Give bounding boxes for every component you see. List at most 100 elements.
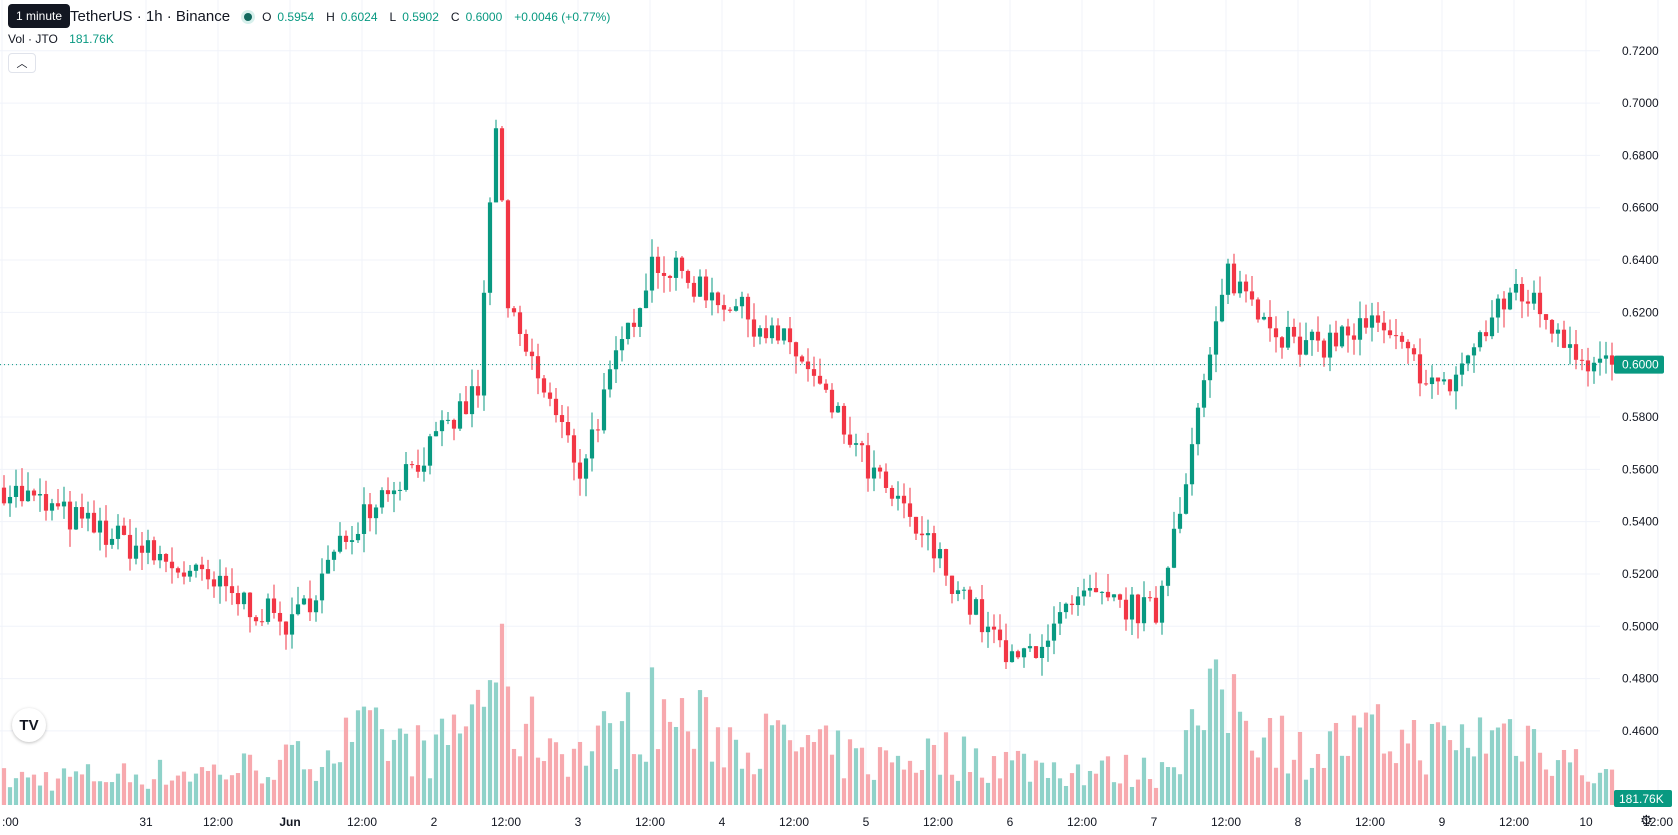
volume-bar (589, 751, 595, 805)
last-price-label: 0.6000 (1622, 358, 1659, 372)
volume-bar (1147, 779, 1153, 805)
volume-bar (517, 756, 523, 805)
volume-bar (157, 759, 163, 805)
symbol-title[interactable]: TetherUS · 1h · Binance (70, 8, 231, 25)
candle-body (367, 504, 373, 519)
volume-bar (1489, 730, 1495, 805)
candle-body (709, 292, 715, 301)
low-label: L (389, 9, 397, 24)
volume-bar (1459, 724, 1465, 805)
volume-bar (613, 769, 619, 805)
candle-body (181, 572, 187, 577)
volume-bar (601, 711, 607, 805)
candle-body (1609, 355, 1615, 365)
candle-body (1261, 316, 1267, 320)
candle-body (661, 272, 667, 276)
time-tick-label: Jun (279, 815, 300, 829)
candle-body (1495, 298, 1501, 318)
candle-body (451, 419, 457, 429)
volume-bar (1315, 753, 1321, 805)
price-tick-label: 0.5000 (1622, 619, 1659, 633)
candle-body (613, 350, 619, 370)
candle-body (1531, 292, 1537, 304)
volume-bar (793, 751, 799, 805)
volume-bar (1441, 725, 1447, 805)
volume-bar (1525, 725, 1531, 805)
candle-body (625, 322, 631, 340)
volume-bar (1135, 779, 1141, 805)
volume-bar (1597, 772, 1603, 805)
volume-bar (1513, 755, 1519, 805)
candle-body (85, 512, 91, 519)
volume-bar (463, 726, 469, 805)
volume-bar (523, 723, 529, 805)
candle-body (865, 445, 871, 479)
candle-body (445, 419, 451, 421)
volume-bar (1351, 715, 1357, 805)
volume-bar (1183, 730, 1189, 805)
candle-body (1519, 283, 1525, 302)
candle-body (1513, 283, 1519, 293)
volume-bar (1129, 786, 1135, 805)
collapse-legend-button[interactable]: ︿ (8, 53, 36, 73)
volume-bar (355, 710, 361, 805)
volume-bar (1255, 757, 1261, 805)
volume-bar (1291, 759, 1297, 805)
volume-bar (1519, 761, 1525, 805)
candle-body (1417, 354, 1423, 384)
price-axis[interactable]: 0.7200 0.7000 0.6800 0.6600 0.6400 0.6200 0.60… (1622, 44, 1659, 738)
volume-bar (415, 725, 421, 805)
candle-body (1435, 377, 1441, 382)
candle-body (1471, 347, 1477, 356)
volume-bar (817, 729, 823, 805)
market-status-icon[interactable] (244, 12, 253, 21)
candle-body (601, 389, 607, 431)
volume-bar (373, 707, 379, 805)
candle-body (1069, 603, 1075, 606)
gear-icon[interactable]: ⚙ (1640, 812, 1653, 828)
time-tick-label: 3 (575, 815, 582, 829)
time-axis[interactable]: :00 31 12:00 Jun 12:00 2 12:00 3 12:00 4 12:00 5 12:… (2, 815, 1673, 829)
candle-body (1429, 377, 1435, 385)
candle-body (1051, 623, 1057, 641)
candle-body (487, 202, 493, 293)
tradingview-logo-icon[interactable]: TV (12, 708, 46, 742)
candle-body (1525, 301, 1531, 304)
volume-bar (1429, 723, 1435, 805)
volume-bar (1393, 763, 1399, 805)
candle-body (247, 592, 253, 618)
time-tick-label: 10 (1579, 815, 1593, 829)
candle-body (1537, 292, 1543, 315)
volume-bar (967, 772, 973, 805)
volume-bar (1327, 731, 1333, 805)
candle-body (595, 429, 601, 431)
candle-body (949, 575, 955, 594)
candle-body (55, 503, 61, 507)
volume-bar (937, 774, 943, 805)
volume-bar (1279, 715, 1285, 805)
volume-bar (1501, 723, 1507, 805)
volume-bar (349, 741, 355, 805)
volume-bar (877, 747, 883, 805)
volume-bar (367, 710, 373, 805)
volume-bar (979, 777, 985, 805)
volume-bar (1303, 779, 1309, 805)
candle-body (121, 525, 127, 535)
candle-body (265, 598, 271, 622)
candle-body (379, 490, 385, 508)
candle-body (1219, 294, 1225, 322)
volume-bar (775, 720, 781, 805)
volume-bar (1285, 773, 1291, 805)
candle-body (565, 422, 571, 436)
volume-bar (1561, 749, 1567, 805)
price-tick-label: 0.6800 (1622, 148, 1659, 162)
candle-body (1117, 594, 1123, 600)
volume-bar (559, 754, 565, 805)
volume-bar (385, 760, 391, 805)
last-volume-tag: 181.76K (1614, 790, 1672, 807)
volume-bar (931, 744, 937, 805)
volume-bar (175, 775, 181, 805)
candle-body (571, 435, 577, 463)
price-tick-label: 0.5200 (1622, 567, 1659, 581)
